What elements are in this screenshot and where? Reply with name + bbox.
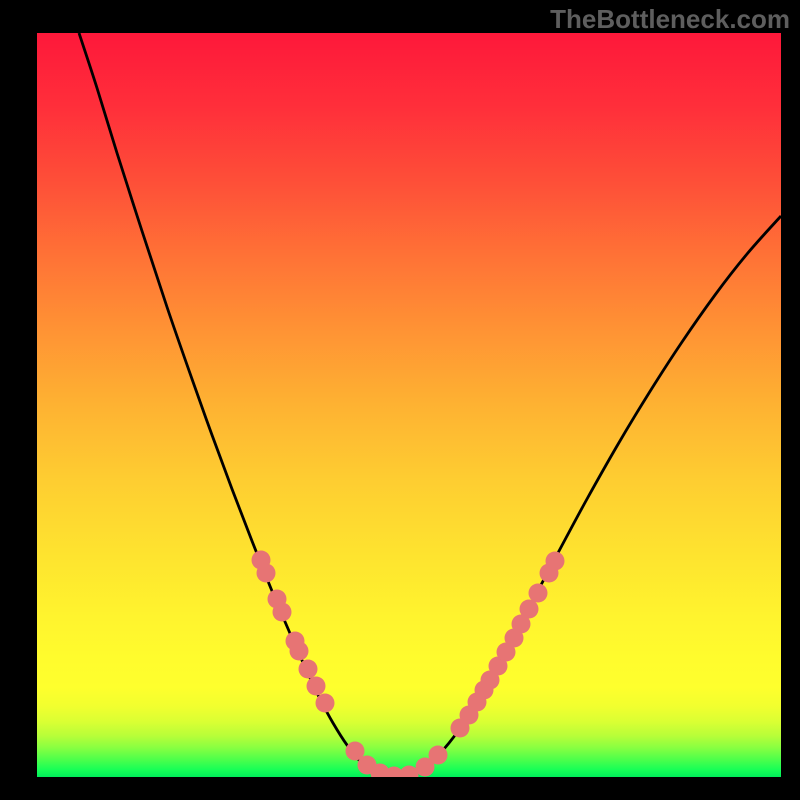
curve-marker [299,660,318,679]
chart-container: TheBottleneck.com [0,0,800,800]
curve-marker [290,642,309,661]
curve-marker [257,564,276,583]
v-curve [79,33,781,777]
curve-marker [529,584,548,603]
watermark-text: TheBottleneck.com [550,4,790,35]
curve-marker [429,746,448,765]
curve-markers-group [252,551,565,778]
curve-marker [316,694,335,713]
chart-svg [37,33,781,777]
curve-marker [520,600,539,619]
curve-marker [546,552,565,571]
plot-area [37,33,781,777]
curve-marker [273,603,292,622]
curve-marker [307,677,326,696]
